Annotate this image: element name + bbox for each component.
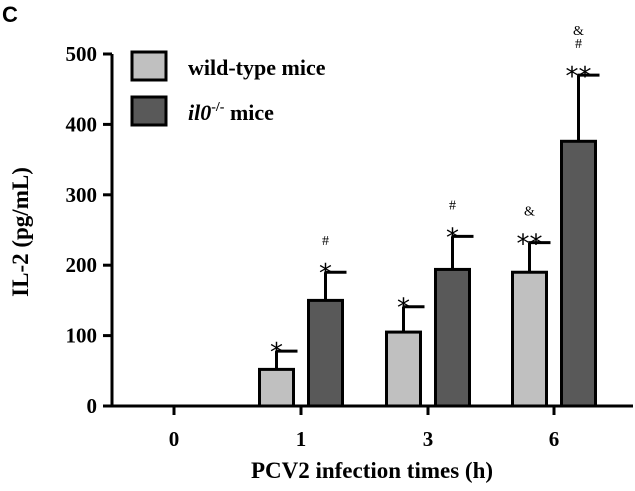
bar: [385, 330, 422, 408]
panel-letter: C: [2, 2, 18, 27]
y-axis: 0 100 200 300 400 500: [66, 42, 114, 418]
significance-star: *: [397, 294, 410, 324]
significance-star: **: [517, 230, 543, 260]
legend-item-wild-type: wild-type mice: [130, 50, 326, 82]
bar: [560, 139, 597, 408]
y-tick-label: 0: [87, 394, 98, 418]
significance-star: *: [319, 259, 332, 289]
legend-label-wild-type: wild-type mice: [188, 55, 326, 80]
y-tick-label: 500: [66, 42, 98, 66]
significance-symbol: &: [573, 24, 584, 39]
x-axis: 0 1 3 6: [111, 404, 633, 451]
y-tick-label: 100: [66, 324, 98, 348]
significance-star: *: [446, 223, 459, 253]
y-tick-label: 200: [66, 253, 98, 277]
x-tick-label: 0: [169, 427, 180, 451]
significance-symbol: #: [322, 234, 329, 249]
legend-label-il0-knockout: il0-/- mice: [188, 100, 274, 125]
y-ticks: 0 100 200 300 400 500: [66, 42, 112, 418]
x-tick-label: 6: [549, 427, 560, 451]
x-ticks: 0 1 3 6: [169, 406, 560, 451]
significance-star: *: [270, 338, 283, 368]
bar: [511, 270, 548, 408]
legend: wild-type mice il0-/- mice: [130, 50, 326, 127]
bar: [258, 367, 295, 408]
legend-swatch-wild-type: [130, 50, 168, 82]
significance-symbol: &: [524, 205, 535, 220]
x-axis-title: PCV2 infection times (h): [251, 458, 493, 483]
significance-symbol: #: [449, 198, 456, 213]
bar: [307, 298, 344, 408]
y-tick-label: 300: [66, 183, 98, 207]
significance-marks: ****&*# *#**#&: [270, 24, 592, 368]
y-tick-label: 400: [66, 112, 98, 136]
y-axis-title: IL-2 (pg/mL): [8, 167, 33, 297]
legend-swatch-il0-knockout: [130, 95, 168, 127]
legend-item-il0-knockout: il0-/- mice: [130, 95, 274, 127]
significance-star: **: [566, 62, 592, 92]
significance-symbol: #: [575, 37, 582, 52]
bar: [434, 267, 471, 408]
x-tick-label: 3: [423, 427, 434, 451]
x-tick-label: 1: [296, 427, 307, 451]
bars: [258, 73, 600, 408]
